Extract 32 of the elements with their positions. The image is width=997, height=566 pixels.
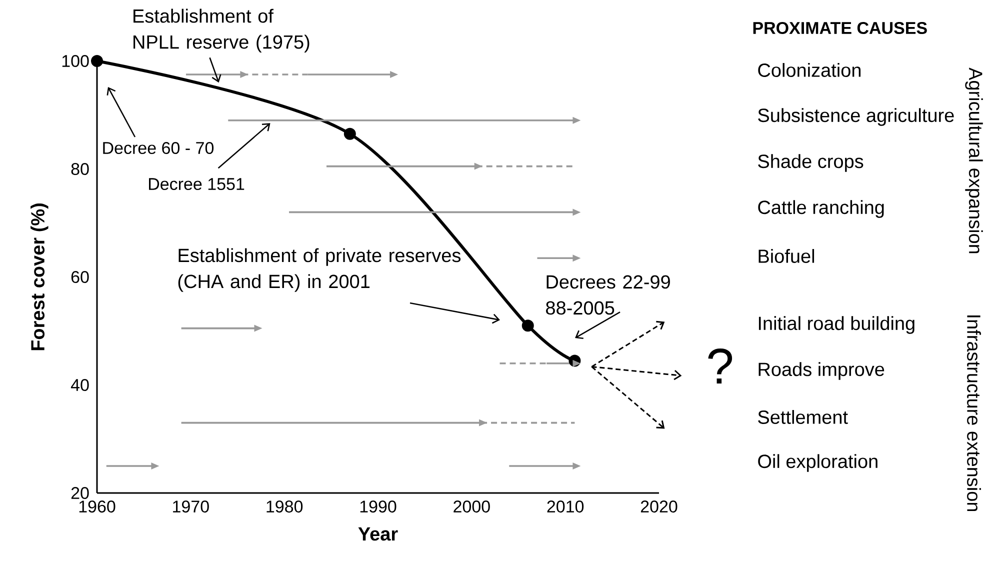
text: Agricultural expansion	[965, 68, 983, 254]
annotation: Establishment of NPLL reserve (1975)	[134, 8, 310, 53]
x-tick-label: 1990	[360, 500, 396, 513]
y-tick-label: 40	[70, 378, 89, 392]
annotation: Decrees 22-99 88-2005	[546, 275, 670, 315]
text: Settlement	[758, 410, 848, 424]
y-axis-title: Forest cover (%)	[30, 204, 48, 350]
y-tick-label: 80	[71, 162, 89, 176]
text: Initial road building	[758, 316, 914, 334]
x-tick-label: 2010	[547, 500, 584, 513]
x-tick-label: 2000	[454, 500, 490, 513]
annotation: Decree 60 - 70	[103, 142, 214, 154]
text: Biofuel	[758, 249, 814, 263]
y-tick-label: 60	[71, 270, 89, 284]
text: Infrastructure extension	[967, 315, 981, 512]
text: Subsistence agriculture	[758, 108, 954, 126]
text: ?	[708, 348, 732, 384]
text: PROXIMATE CAUSES	[753, 22, 927, 34]
x-tick-label: 1980	[266, 500, 303, 513]
text: Roads improve	[758, 362, 884, 380]
text: Shade crops	[758, 154, 864, 172]
annotation: Establishment of private reserves (CHA and ER) in 2001	[178, 248, 461, 292]
annotation: Decree 1551	[149, 178, 244, 190]
x-tick-label: 1960	[79, 500, 116, 513]
text: Colonization	[758, 63, 861, 77]
y-tick-label: 20	[71, 486, 89, 500]
text: Cattle ranching	[758, 200, 884, 218]
x-tick-label: 2020	[640, 500, 678, 513]
y-tick-label: 100	[62, 54, 89, 68]
x-tick-label: 1970	[173, 500, 209, 513]
text: Oil exploration	[758, 454, 878, 472]
x-axis-title: Year	[358, 527, 398, 541]
